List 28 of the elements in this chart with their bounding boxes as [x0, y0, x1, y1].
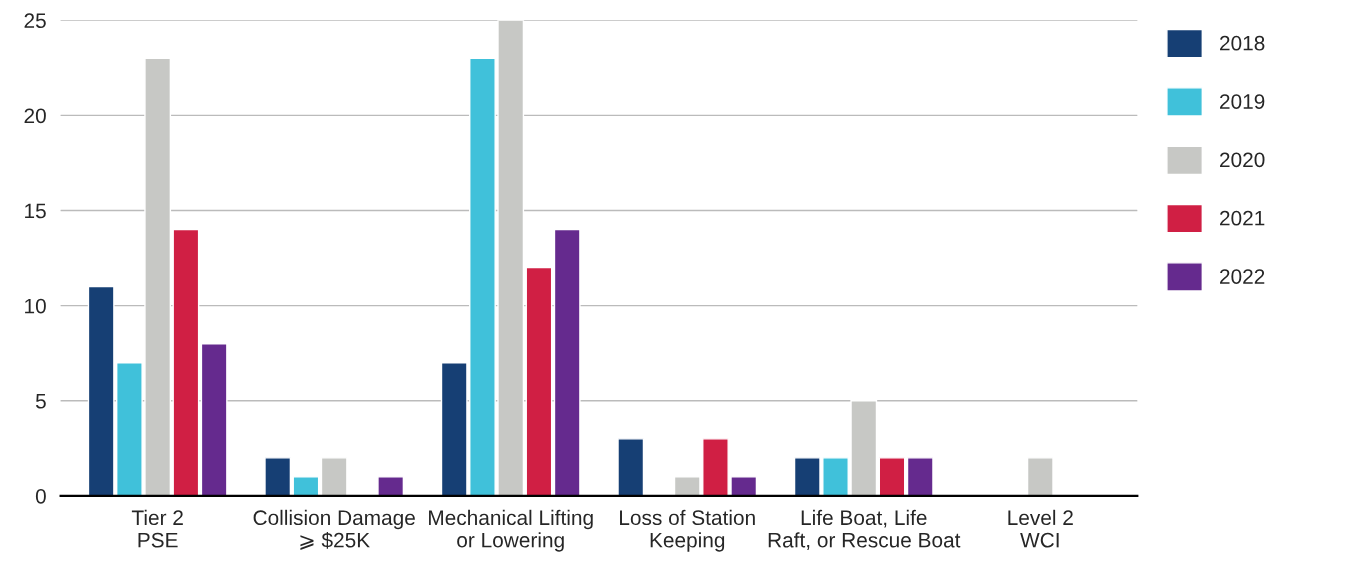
bar: [292, 476, 320, 496]
bar: [200, 343, 228, 496]
y-tick-label: 5: [35, 394, 46, 409]
bar: [264, 457, 292, 496]
bar: [553, 228, 581, 496]
legend-label: 2018: [1220, 35, 1265, 51]
legend-label: 2019: [1220, 94, 1265, 109]
y-tick-label: 10: [25, 298, 46, 314]
x-tick-label: Collision Damage ⩾ $25K: [253, 509, 415, 550]
bar: [525, 266, 553, 496]
bar: [617, 438, 645, 496]
x-tick-label: Loss of Station Keeping: [620, 509, 755, 552]
x-tick-label: Mechanical Lifting or Lowering: [429, 509, 593, 552]
x-tick-label: Level 2 WCI: [1008, 509, 1073, 548]
legend-label: 2022: [1220, 269, 1265, 284]
y-tick-label: 0: [35, 488, 46, 504]
x-tick-label: Life Boat, Life Raft, or Rescue Boat: [768, 509, 961, 550]
x-tick-label: Tier 2 PSE: [131, 509, 183, 548]
y-tick-label: 25: [24, 13, 46, 29]
y-tick-label: 15: [25, 203, 46, 219]
bar: [320, 457, 348, 496]
bar: [906, 457, 934, 496]
legend-label: 2020: [1220, 152, 1265, 168]
legend-label: 2021: [1220, 210, 1265, 226]
bar: [377, 476, 405, 496]
y-tick-label: 20: [24, 108, 46, 124]
bar: [878, 457, 906, 496]
bar: [1026, 457, 1054, 496]
